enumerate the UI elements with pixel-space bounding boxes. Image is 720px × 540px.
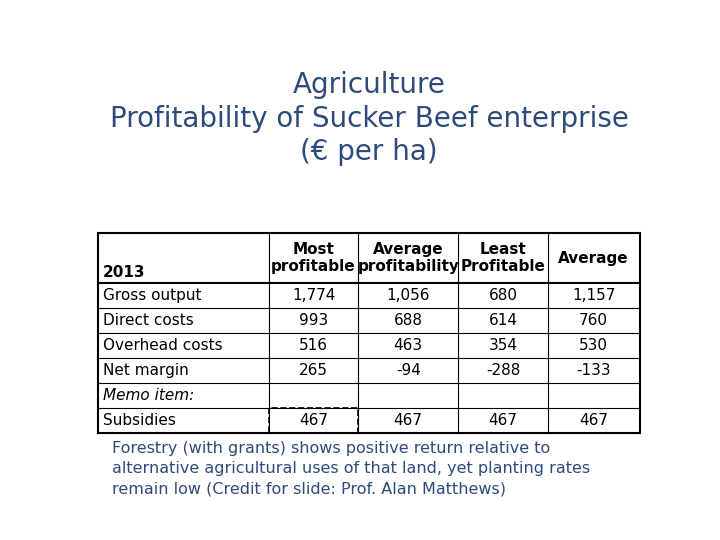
- Text: 354: 354: [488, 338, 518, 353]
- Text: -133: -133: [576, 363, 611, 378]
- Text: 265: 265: [299, 363, 328, 378]
- Text: 1,157: 1,157: [572, 288, 616, 303]
- Text: 467: 467: [299, 413, 328, 428]
- Text: 467: 467: [394, 413, 423, 428]
- Text: Direct costs: Direct costs: [103, 313, 194, 328]
- Text: 1,056: 1,056: [387, 288, 430, 303]
- Text: 680: 680: [488, 288, 518, 303]
- Text: Gross output: Gross output: [103, 288, 202, 303]
- Text: Overhead costs: Overhead costs: [103, 338, 222, 353]
- Text: -94: -94: [396, 363, 420, 378]
- Text: Least
Profitable: Least Profitable: [461, 242, 545, 274]
- Text: 530: 530: [579, 338, 608, 353]
- Text: 516: 516: [299, 338, 328, 353]
- Text: Agriculture
Profitability of Sucker Beef enterprise
(€ per ha): Agriculture Profitability of Sucker Beef…: [109, 71, 629, 166]
- Text: 467: 467: [579, 413, 608, 428]
- Text: 760: 760: [579, 313, 608, 328]
- Text: Net margin: Net margin: [103, 363, 189, 378]
- Text: Most
profitable: Most profitable: [271, 242, 356, 274]
- Text: Forestry (with grants) shows positive return relative to
alternative agricultura: Forestry (with grants) shows positive re…: [112, 441, 590, 497]
- Text: Memo item:: Memo item:: [103, 388, 194, 403]
- Text: 993: 993: [299, 313, 328, 328]
- Text: -288: -288: [486, 363, 520, 378]
- Text: 463: 463: [394, 338, 423, 353]
- Text: 1,774: 1,774: [292, 288, 336, 303]
- Text: Subsidies: Subsidies: [103, 413, 176, 428]
- Text: Average: Average: [558, 251, 629, 266]
- Text: 614: 614: [488, 313, 518, 328]
- Text: 688: 688: [394, 313, 423, 328]
- Text: Average
profitability: Average profitability: [357, 242, 459, 274]
- Text: 467: 467: [488, 413, 518, 428]
- Text: 2013: 2013: [103, 265, 145, 280]
